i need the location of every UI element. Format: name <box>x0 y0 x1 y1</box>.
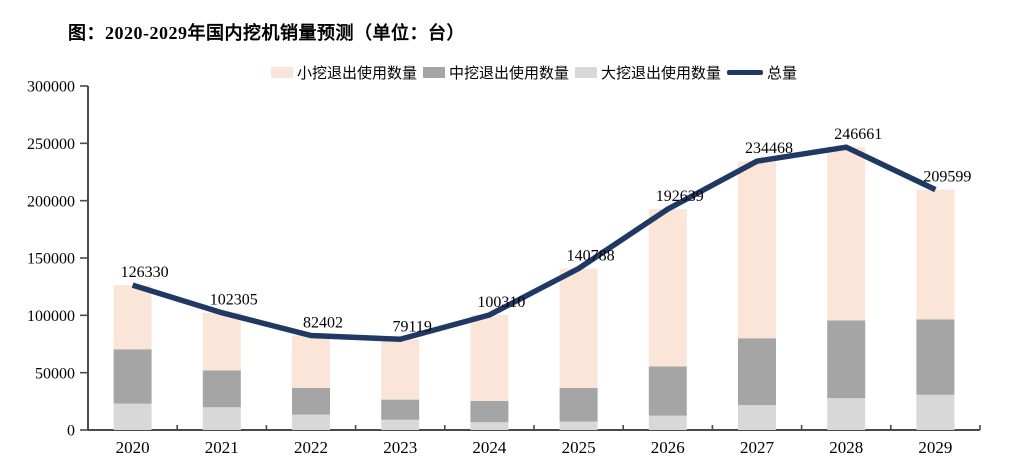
bar-segment <box>292 335 330 388</box>
total-data-label: 100310 <box>477 294 525 311</box>
bar-segment <box>113 285 152 350</box>
total-data-label: 192639 <box>656 188 704 205</box>
legend-label: 中挖退出使用数量 <box>448 65 569 82</box>
x-axis-year-label: 2027 <box>740 438 775 457</box>
chart-title: 图：2020-2029年国内挖机销量预测（单位：台） <box>68 23 465 43</box>
legend-item-small-excavator: 小挖退出使用数量 <box>270 62 417 83</box>
total-data-label: 82402 <box>303 315 343 332</box>
legend-label: 总量 <box>767 65 798 82</box>
bar-segment <box>381 399 420 420</box>
bar-segment <box>470 314 509 401</box>
bar-segment <box>202 407 241 430</box>
y-axis-tick-label: 200000 <box>27 193 75 210</box>
bar-segment <box>648 209 687 367</box>
total-line-swatch-icon <box>727 69 764 75</box>
bar-segment <box>827 320 866 399</box>
total-data-label: 79119 <box>392 318 431 335</box>
bar-segment <box>202 370 241 408</box>
legend-label: 大挖退出使用数量 <box>601 65 722 82</box>
total-data-label: 126330 <box>121 264 169 281</box>
x-axis-year-label: 2022 <box>294 438 328 457</box>
total-data-label: 246661 <box>834 126 882 143</box>
bar-segment <box>738 338 776 406</box>
x-axis-year-label: 2028 <box>829 438 863 457</box>
bar-segment <box>559 268 598 389</box>
bar-segment <box>648 366 687 416</box>
y-axis-tick-label: 100000 <box>27 308 75 325</box>
x-axis-year-label: 2021 <box>205 438 239 457</box>
x-axis-year-label: 2029 <box>918 438 952 457</box>
legend-item-medium-excavator: 中挖退出使用数量 <box>422 62 569 83</box>
small-excavator-swatch-icon <box>270 66 293 78</box>
medium-excavator-swatch-icon <box>422 66 445 78</box>
x-axis-year-label: 2026 <box>651 438 685 457</box>
y-axis-tick-label: 150000 <box>27 251 75 268</box>
total-data-label: 209599 <box>923 169 971 186</box>
bar-segment <box>292 387 330 415</box>
bar-segment <box>916 394 955 430</box>
bar-segment <box>648 415 687 430</box>
bar-segment <box>916 189 955 320</box>
y-axis-tick-label: 0 <box>67 423 75 440</box>
x-axis-year-label: 2023 <box>383 438 417 457</box>
bar-segment <box>738 405 776 430</box>
x-axis-year-label: 2020 <box>116 438 150 457</box>
y-axis-tick-label: 50000 <box>35 365 75 382</box>
bar-segment <box>113 403 152 430</box>
total-data-label: 140788 <box>567 248 615 265</box>
bar-segment <box>827 398 866 430</box>
y-axis-tick-label: 250000 <box>27 136 75 153</box>
bar-segment <box>559 388 598 422</box>
bar-segment <box>202 312 241 371</box>
chart-legend: 小挖退出使用数量 中挖退出使用数量 大挖退出使用数量 总量 <box>88 61 980 83</box>
bar-segment <box>470 422 509 430</box>
bar-segment <box>381 419 420 430</box>
x-axis-year-label: 2024 <box>472 438 507 457</box>
y-axis-tick-label: 300000 <box>27 79 75 96</box>
total-data-label: 234468 <box>745 140 793 157</box>
bar-segment <box>827 147 866 321</box>
bar-segment <box>916 319 955 395</box>
legend-item-total: 总量 <box>727 62 797 83</box>
bar-segment <box>292 414 330 430</box>
legend-item-large-excavator: 大挖退出使用数量 <box>575 62 721 83</box>
total-data-label: 102305 <box>210 292 258 309</box>
large-excavator-swatch-icon <box>575 66 597 78</box>
bar-segment <box>113 349 152 404</box>
x-axis-year-label: 2025 <box>562 438 596 457</box>
bar-segment <box>559 421 598 430</box>
total-line <box>131 144 937 343</box>
legend-label: 小挖退出使用数量 <box>296 65 417 82</box>
bar-segment <box>470 400 509 423</box>
bar-segment <box>381 339 420 400</box>
bar-segment <box>738 161 776 339</box>
